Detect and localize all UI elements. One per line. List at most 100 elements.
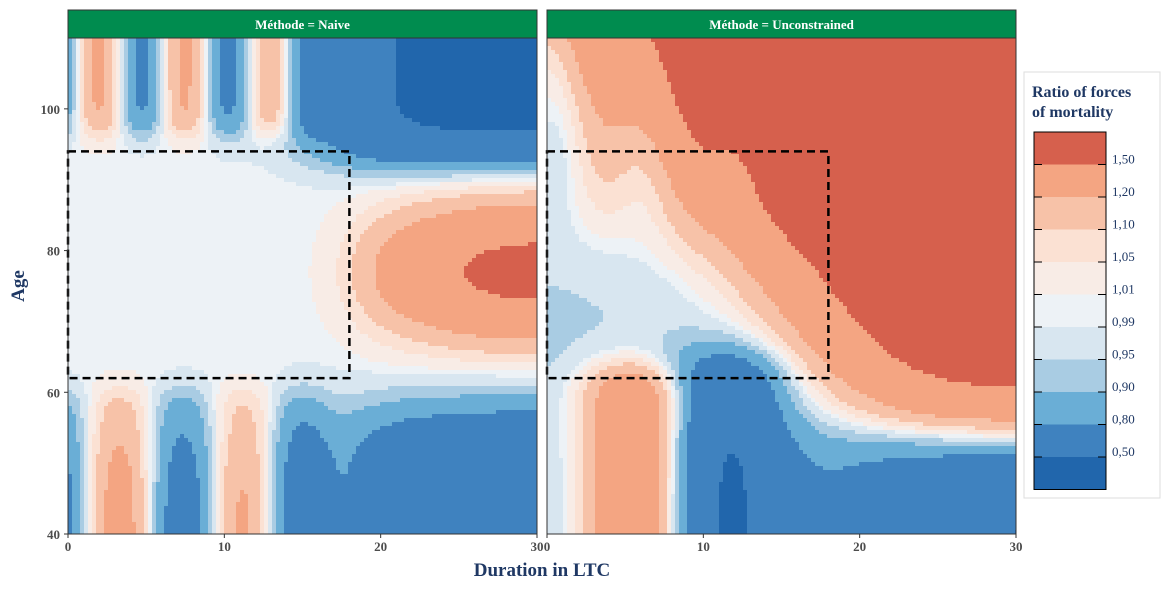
contour-cell (192, 150, 197, 155)
contour-cell (212, 70, 217, 75)
contour-cell (128, 438, 133, 443)
contour-cell (84, 430, 89, 435)
contour-cell (208, 242, 213, 247)
contour-cell (160, 426, 165, 431)
contour-cell (136, 202, 141, 207)
contour-cell (172, 486, 177, 491)
contour-cell (164, 378, 169, 383)
contour-cell (220, 122, 225, 127)
contour-cell (120, 530, 125, 534)
contour-cell (180, 114, 185, 119)
contour-cell (164, 310, 169, 315)
contour-cell (192, 66, 197, 71)
contour-cell (88, 186, 93, 191)
contour-cell (180, 494, 185, 499)
contour-cell (112, 522, 117, 527)
contour-cell (220, 226, 225, 231)
contour-cell (128, 54, 133, 59)
contour-cell (196, 474, 201, 479)
contour-cell (132, 406, 137, 411)
contour-cell (124, 46, 129, 51)
contour-cell (212, 426, 217, 431)
contour-cell (84, 270, 89, 275)
contour-cell (84, 214, 89, 219)
contour-cell (132, 438, 137, 443)
contour-cell (176, 358, 181, 363)
contour-cell (144, 134, 149, 139)
contour-cell (108, 58, 113, 63)
contour-cell (100, 410, 105, 415)
contour-cell (192, 506, 197, 511)
contour-cell (88, 158, 93, 163)
contour-cell (208, 62, 213, 67)
contour-cell (132, 386, 137, 391)
contour-cell (84, 426, 89, 431)
contour-cell (228, 62, 233, 67)
contour-cell (204, 478, 209, 483)
contour-cell (208, 154, 213, 159)
contour-cell (176, 118, 181, 123)
contour-cell (176, 418, 181, 423)
contour-cell (72, 482, 77, 487)
contour-cell (112, 234, 117, 239)
contour-cell (92, 242, 97, 247)
contour-cell (180, 66, 185, 71)
contour-cell (72, 294, 77, 299)
contour-cell (208, 322, 213, 327)
contour-cell (84, 358, 89, 363)
contour-cell (224, 506, 229, 511)
contour-cell (140, 306, 145, 311)
contour-cell (216, 102, 221, 107)
contour-cell (96, 218, 101, 223)
contour-cell (144, 322, 149, 327)
contour-cell (212, 246, 217, 251)
contour-cell (88, 198, 93, 203)
contour-cell (80, 170, 85, 175)
contour-cell (164, 258, 169, 263)
contour-cell (76, 406, 81, 411)
contour-cell (144, 54, 149, 59)
contour-cell (196, 282, 201, 287)
contour-cell (72, 382, 77, 387)
contour-cell (120, 322, 125, 327)
contour-cell (168, 510, 173, 515)
contour-cell (180, 414, 185, 419)
contour-cell (148, 174, 153, 179)
contour-cell (188, 142, 193, 147)
contour-cell (212, 322, 217, 327)
contour-cell (80, 134, 85, 139)
contour-cell (204, 54, 209, 59)
contour-cell (140, 478, 145, 483)
contour-cell (140, 526, 145, 531)
contour-cell (224, 282, 229, 287)
contour-cell (72, 466, 77, 471)
contour-cell (96, 290, 101, 295)
contour-cell (188, 330, 193, 335)
contour-cell (108, 66, 113, 71)
contour-cell (212, 338, 217, 343)
contour-cell (188, 530, 193, 534)
contour-cell (140, 254, 145, 259)
contour-cell (68, 346, 73, 351)
contour-cell (84, 154, 89, 159)
contour-cell (108, 174, 113, 179)
contour-cell (164, 58, 169, 63)
contour-cell (176, 482, 181, 487)
contour-cell (196, 350, 201, 355)
contour-cell (68, 130, 73, 135)
contour-cell (172, 70, 177, 75)
contour-cell (160, 342, 165, 347)
contour-cell (176, 350, 181, 355)
contour-cell (152, 338, 157, 343)
contour-cell (148, 346, 153, 351)
contour-cell (172, 378, 177, 383)
contour-cell (88, 406, 93, 411)
contour-cell (76, 114, 81, 119)
contour-cell (92, 322, 97, 327)
contour-cell (100, 390, 105, 395)
contour-cell (224, 434, 229, 439)
contour-cell (88, 490, 93, 495)
contour-cell (116, 58, 121, 63)
contour-cell (120, 186, 125, 191)
contour-cell (228, 42, 233, 47)
